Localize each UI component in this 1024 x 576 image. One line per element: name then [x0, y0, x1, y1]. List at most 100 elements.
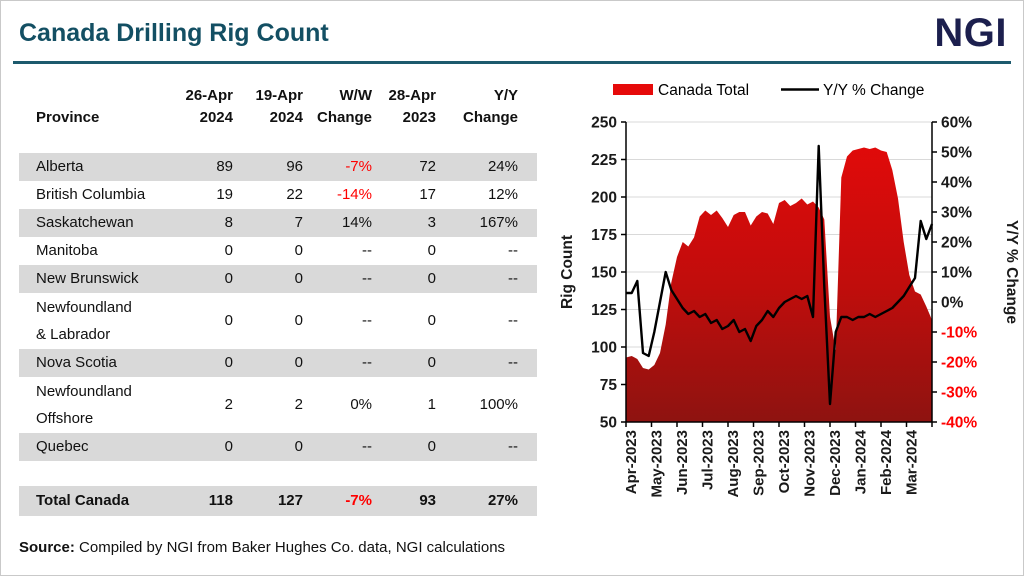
x-tick-label: Jul-2023	[700, 430, 717, 490]
value-cell: 72	[419, 158, 436, 175]
x-tick-label: Jun-2023	[674, 430, 691, 495]
left-tick-label: 200	[591, 190, 617, 207]
x-tick-label: Nov-2023	[802, 430, 819, 497]
value-cell: 0%	[350, 396, 372, 413]
right-axis-title: Y/Y % Change	[1003, 220, 1020, 324]
value-cell: --	[508, 242, 518, 259]
value-cell: 1	[427, 396, 436, 413]
province-name: Newfoundland Offshore	[36, 382, 132, 427]
right-tick-label: -40%	[941, 415, 977, 432]
right-tick-label: 20%	[941, 235, 972, 252]
masthead: Canada Drilling Rig Count NGI	[19, 7, 1007, 59]
table-row: Alberta 89 96 -7% 72 24%	[19, 152, 537, 181]
header-divider	[13, 61, 1011, 64]
province-name: Quebec	[36, 438, 89, 455]
value-cell: 118	[208, 492, 233, 509]
x-tick-label: May-2023	[649, 430, 666, 498]
header-col: 26-Apr 2024	[185, 87, 233, 126]
right-tick-label: -20%	[941, 355, 977, 372]
table-row: Saskatchewan 8 7 14% 3 167%	[19, 208, 537, 237]
value-cell: --	[362, 312, 372, 329]
value-cell: --	[508, 312, 518, 329]
right-tick-label: 60%	[941, 115, 972, 132]
header-col: Y/Y Change	[462, 87, 518, 126]
table-row-total: Total Canada 118 127 -7% 93 27%	[19, 485, 537, 516]
value-cell: 0	[294, 242, 303, 259]
value-cell: 2	[294, 396, 303, 413]
value-cell: --	[362, 242, 372, 259]
legend-area-label: Canada Total	[658, 82, 749, 99]
value-cell: --	[362, 354, 372, 371]
right-tick-label: -30%	[941, 385, 977, 402]
value-cell: 0	[224, 242, 233, 259]
province-name: British Columbia	[36, 186, 146, 203]
x-tick-label: Dec-2023	[827, 430, 844, 496]
value-cell: 0	[224, 438, 233, 455]
table-row: Newfoundland Offshore 2 2 0% 1 100%	[19, 377, 537, 433]
left-tick-label: 125	[591, 302, 617, 319]
x-tick-label: Oct-2023	[776, 430, 793, 493]
x-tick-label: Apr-2023	[623, 430, 640, 494]
value-cell: --	[508, 438, 518, 455]
value-cell: 0	[427, 354, 436, 371]
x-tick-label: Aug-2023	[725, 430, 742, 498]
table-header-row: Province 26-Apr 2024 19-Apr 2024 W/W Change…	[19, 85, 537, 129]
table-row: Nova Scotia 0 0 -- 0 --	[19, 348, 537, 377]
rig-count-area	[626, 147, 932, 422]
value-cell: 7	[294, 214, 303, 231]
x-tick-label: Jan-2024	[853, 429, 870, 494]
left-axis-title: Rig Count	[559, 235, 576, 309]
value-cell: --	[508, 354, 518, 371]
value-cell: 0	[294, 354, 303, 371]
left-tick-label: 225	[591, 152, 617, 169]
source-note: Source: Compiled by NGI from Baker Hughe…	[19, 539, 505, 556]
value-cell: -14%	[336, 186, 372, 203]
value-cell: 0	[294, 312, 303, 329]
rig-count-table: Province 26-Apr 2024 19-Apr 2024 W/W Change…	[19, 85, 537, 516]
value-cell: 0	[224, 354, 233, 371]
left-tick-label: 75	[600, 377, 618, 394]
table-row: Newfoundland & Labrador 0 0 -- 0 --	[19, 293, 537, 349]
page-title: Canada Drilling Rig Count	[19, 18, 329, 47]
table-row: Quebec 0 0 -- 0 --	[19, 432, 537, 461]
right-tick-label: 0%	[941, 295, 964, 312]
table-row: Manitoba 0 0 -- 0 --	[19, 237, 537, 265]
value-cell: 0	[294, 438, 303, 455]
value-cell: 14%	[341, 214, 372, 231]
source-label: Source:	[19, 539, 75, 556]
value-cell: --	[362, 270, 372, 287]
value-cell: 3	[427, 214, 436, 231]
ngi-logo: NGI	[934, 10, 1007, 55]
left-tick-label: 150	[591, 265, 617, 282]
x-tick-label: Feb-2024	[878, 429, 895, 495]
right-tick-label: 40%	[941, 175, 972, 192]
table-row: New Brunswick 0 0 -- 0 --	[19, 264, 537, 293]
legend-area-swatch	[613, 84, 653, 95]
value-cell: --	[362, 438, 372, 455]
left-tick-label: 100	[591, 340, 617, 357]
left-tick-label: 175	[591, 227, 617, 244]
header-col: 28-Apr 2023	[388, 87, 436, 126]
value-cell: 0	[224, 270, 233, 287]
value-cell: 0	[427, 312, 436, 329]
header-province: Province	[36, 108, 100, 126]
x-tick-label: Mar-2024	[904, 429, 921, 495]
source-text: Compiled by NGI from Baker Hughes Co. da…	[74, 539, 506, 556]
right-tick-label: 10%	[941, 265, 972, 282]
value-cell: 0	[427, 438, 436, 455]
province-name: Newfoundland & Labrador	[36, 298, 132, 343]
right-tick-label: -10%	[941, 325, 977, 342]
value-cell: 19	[216, 186, 233, 203]
rig-count-chart: 250 225 200 175 150 125 100 75 50 60% 50% 40% 30% 20%…	[559, 82, 1020, 498]
value-cell: 2	[224, 396, 233, 413]
value-cell: 17	[419, 186, 436, 203]
value-cell: 22	[286, 186, 303, 203]
yoy-line	[626, 144, 934, 406]
value-cell: 93	[419, 492, 436, 509]
province-name: Manitoba	[36, 242, 98, 259]
province-name: New Brunswick	[36, 270, 139, 287]
table-row: British Columbia 19 22 -14% 17 12%	[19, 181, 537, 209]
value-cell: 0	[224, 312, 233, 329]
value-cell: -7%	[345, 158, 372, 175]
